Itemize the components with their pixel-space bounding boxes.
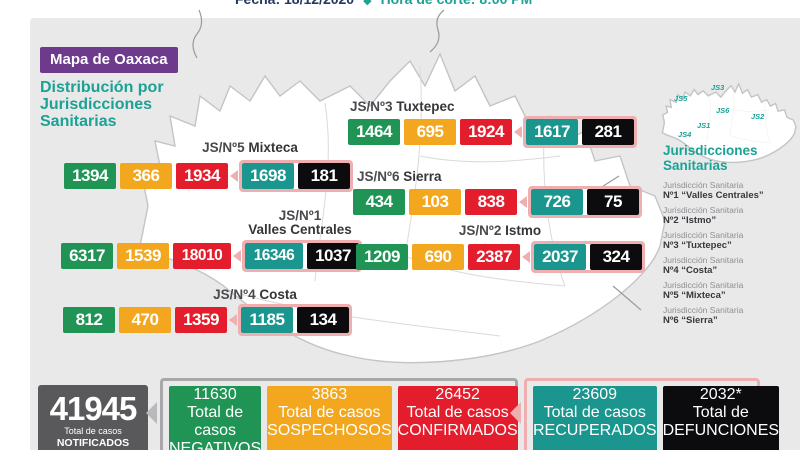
legend-item: Jurisdicción Sanitaria Nº5 “Mixteca” [663,280,744,302]
value-defunciones: 75 [587,189,639,215]
page-title: Distribución por Jurisdicciones Sanitari… [40,79,164,130]
value-defunciones: 281 [582,119,634,145]
value-defunciones: 134 [297,307,349,333]
report-date: Fecha: 18/12/2020 [235,0,354,11]
value-sospechosos: 470 [119,307,171,333]
value-recuperados: 1185 [241,307,293,333]
outcome-group: 16346 1037 [242,240,362,272]
value-negativos: 1209 [356,244,408,270]
outcome-group: 2037 324 [531,241,645,273]
legend-item: Jurisdicción Sanitaria Nº6 “Sierra” [663,305,744,327]
value-negativos: 1464 [348,119,400,145]
total-confirmados-card: 26452 Total de casos CONFIRMADOS [397,386,518,450]
mini-map-label-js2: JS2 [751,112,765,121]
row-label-sierra: JS/Nº6 Sierra [357,169,442,184]
row-mixteca-values: 1394 366 1934 1698 181 [64,160,353,192]
pink-arrow-icon [514,126,522,138]
outcome-group: 1185 134 [238,304,352,336]
legend-item: Jurisdicción Sanitaria Nº3 “Tuxtepec” [663,230,744,252]
mini-map-label-js1: JS1 [697,121,711,130]
value-recuperados: 726 [531,189,583,215]
value-sospechosos: 695 [404,119,456,145]
jurisdictions-legend: Jurisdicción Sanitaria Nº1 “Valles Centr… [663,181,764,331]
page-title-line: Sanitarias [40,113,117,130]
value-sospechosos: 1539 [117,243,169,269]
report-cutoff-time: Hora de corte: 8:00 PM [381,0,533,11]
row-label-valles-centrales: JS/Nº1 Valles Centrales [248,208,352,237]
value-negativos: 434 [353,189,405,215]
value-recuperados: 1617 [526,119,578,145]
value-negativos: 6317 [61,243,113,269]
value-confirmados: 18010 [173,243,231,269]
pink-arrow-icon [510,402,521,424]
total-negativos-card: 11630 Total de casos NEGATIVOS [169,386,262,450]
value-negativos: 1394 [64,163,116,189]
legend-item: Jurisdicción Sanitaria Nº1 “Valles Centr… [663,180,764,202]
value-recuperados: 1698 [242,163,294,189]
row-label-tuxtepec: JS/Nº3 Tuxtepec [350,99,455,114]
value-confirmados: 2387 [468,244,520,270]
legend-title: Jurisdicciones Sanitarias [663,143,758,173]
value-sospechosos: 103 [409,189,461,215]
map-title-badge: Mapa de Oaxaca [40,47,178,73]
row-valles-centrales-values: 6317 1539 18010 16346 1037 [61,240,362,272]
total-defunciones-card: 2032* Total de DEFUNCIONES [662,386,780,450]
pink-arrow-icon [522,251,530,263]
legend-item: Jurisdicción Sanitaria Nº4 “Costa” [663,255,744,277]
row-label-mixteca: JS/Nº5 Mixteca [202,140,298,155]
value-defunciones: 181 [298,163,350,189]
total-recuperados-card: 23609 Total de casos RECUPERADOS [533,386,657,450]
value-negativos: 812 [63,307,115,333]
outcome-group: 1617 281 [523,116,637,148]
value-sospechosos: 690 [412,244,464,270]
row-tuxtepec-values: 1464 695 1924 1617 281 [348,116,637,148]
total-sospechosos-card: 3863 Total de casos SOSPECHOSOS [267,386,392,450]
value-confirmados: 1934 [176,163,228,189]
value-recuperados: 16346 [245,243,303,269]
mini-map-label-js3: JS3 [711,83,725,92]
outcome-group-frame: 23609 Total de casos RECUPERADOS 2032* T… [524,378,780,450]
pink-arrow-icon [519,196,527,208]
row-sierra-values: 434 103 838 726 75 [353,186,642,218]
row-istmo-values: 1209 690 2387 2037 324 [356,241,645,273]
mini-map-label-js4: JS4 [678,130,692,139]
value-confirmados: 838 [465,189,517,215]
pink-arrow-icon [230,170,238,182]
outcome-group: 726 75 [528,186,642,218]
total-notificados-card: 41945 Total de casos NOTIFICADOS [38,385,148,450]
row-costa-values: 812 470 1359 1185 134 [63,304,352,336]
jurisdictions-mini-map: JS5 JS3 JS6 JS1 JS2 JS4 [656,72,800,164]
diamond-separator-icon: ◆ [363,0,372,7]
row-label-istmo: JS/Nº2 Istmo [458,223,542,238]
value-defunciones: 324 [590,244,642,270]
page-title-line: Jurisdicciones [40,96,153,113]
page-title-line: Distribución por [40,79,164,96]
pink-arrow-icon [233,250,241,262]
gray-arrow-icon [146,402,157,424]
process-group-frame: 11630 Total de casos NEGATIVOS 3863 Tota… [160,378,518,450]
mini-map-label-js6: JS6 [716,106,730,115]
value-sospechosos: 366 [120,163,172,189]
value-defunciones: 1037 [307,243,359,269]
mini-map-label-js5: JS5 [674,94,688,103]
pink-arrow-icon [229,314,237,326]
outcome-group: 1698 181 [239,160,353,192]
row-label-costa: JS/Nº4 Costa [213,287,297,302]
value-confirmados: 1359 [175,307,227,333]
legend-item: Jurisdicción Sanitaria Nº2 “Istmo” [663,205,744,227]
report-header: Fecha: 18/12/2020 ◆ Hora de corte: 8:00 … [235,0,532,11]
value-recuperados: 2037 [534,244,586,270]
value-confirmados: 1924 [460,119,512,145]
